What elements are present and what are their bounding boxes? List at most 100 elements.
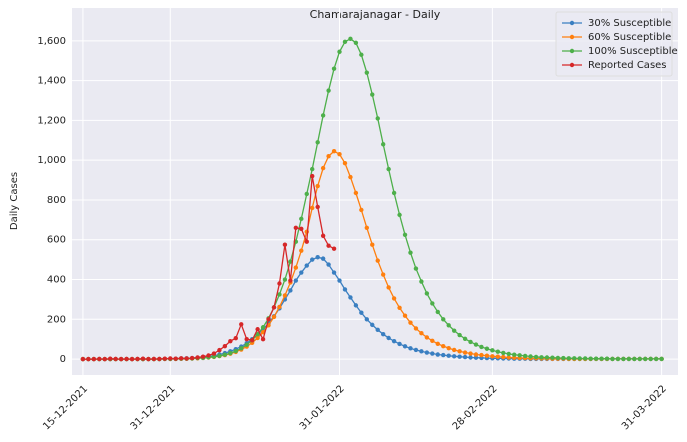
y-tick-label: 800 [47,195,66,206]
data-point [457,354,462,359]
data-point [408,250,413,255]
x-tick-label: 28-02-2022 [451,383,500,432]
data-point [102,356,107,362]
data-point [451,328,457,333]
data-point [277,281,282,286]
data-point [528,354,533,359]
data-point [604,356,610,361]
data-point [359,207,364,213]
data-point [211,351,217,356]
legend-swatch-dot [569,20,575,26]
data-point [473,352,479,357]
marks [80,36,664,362]
data-point [479,352,484,358]
data-point [244,342,249,347]
data-point [282,242,288,247]
data-point [391,338,397,344]
legend-swatch-dot [569,48,575,54]
data-point [293,278,299,283]
data-point [157,356,162,362]
data-point [468,351,473,356]
data-point [473,342,479,347]
data-point [135,356,140,362]
data-point [424,350,430,355]
data-point [375,327,380,333]
data-point [326,153,331,159]
data-point [462,354,468,360]
data-point [419,331,424,336]
data-point [490,348,495,353]
data-point [168,356,173,361]
data-point [260,336,266,342]
data-point [430,351,435,356]
data-point [495,354,501,359]
data-point [653,356,659,362]
data-point [217,347,222,353]
data-point [419,349,424,354]
data-point [331,66,337,71]
data-point [506,355,511,360]
data-point [588,356,593,361]
legend-label: Reported Cases [588,60,667,71]
data-point [228,338,233,344]
data-point [468,339,473,345]
data-point [151,356,157,362]
data-point [211,354,217,359]
data-point [451,354,457,359]
data-point [342,160,348,166]
data-point [386,335,391,341]
data-point [118,356,124,362]
data-point [512,352,517,357]
data-point [239,322,244,327]
data-point [441,343,446,349]
data-point [320,165,326,171]
chart-title: Chamarajanagar - Daily [310,8,441,21]
data-point [310,257,315,262]
data-point [320,233,326,238]
y-tick-label: 400 [47,275,66,286]
data-point [435,352,440,357]
data-point [397,341,402,347]
data-point [473,355,479,360]
data-point [244,336,249,342]
data-point [484,353,490,358]
data-point [441,317,446,322]
data-point [643,356,648,362]
data-point [288,259,293,264]
data-point [260,325,266,330]
y-axis-label: Daily Cases [9,172,20,230]
data-point [299,248,304,253]
data-point [304,239,309,244]
data-point [189,355,195,361]
data-point [124,356,129,362]
data-point [233,348,238,354]
legend-swatch-dot [569,62,575,68]
data-point [599,356,604,361]
data-point [249,337,255,343]
data-point [228,350,233,356]
data-point [451,347,457,353]
data-point [632,356,637,362]
data-point [108,356,113,361]
data-point [659,356,664,362]
x-tick-label: 31-01-2022 [298,383,347,432]
data-point [424,291,430,296]
data-point [200,354,206,359]
data-point [320,256,326,261]
data-point [572,356,577,361]
data-point [348,174,353,180]
data-point [255,335,260,341]
data-point [178,356,184,361]
data-point [255,327,260,332]
data-point [173,356,178,361]
data-point [370,322,375,328]
data-point [391,190,397,196]
data-point [386,166,391,172]
data-point [162,356,168,361]
data-point [315,204,320,210]
data-point [446,323,451,328]
data-point [233,336,238,341]
data-point [380,332,386,337]
data-point [195,355,200,360]
